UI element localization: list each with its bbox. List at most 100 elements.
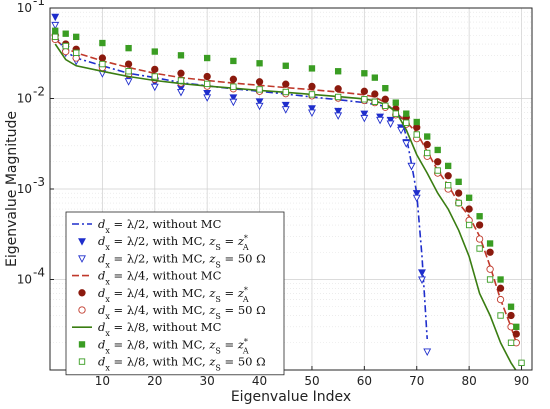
legend-label: dx = λ/4, with MC, zS = 50 Ω — [98, 303, 266, 321]
data-point — [230, 57, 237, 65]
data-point — [455, 199, 462, 207]
legend-marker-swatch — [78, 341, 86, 348]
x-tick-label: 30 — [200, 374, 215, 388]
data-point — [424, 149, 431, 157]
data-point — [151, 65, 159, 73]
data-point — [256, 60, 263, 67]
data-point — [255, 98, 264, 106]
series-3 — [51, 21, 432, 357]
data-point — [230, 83, 237, 90]
legend-label: dx = λ/2, with MC, zS = 50 Ω — [98, 251, 266, 269]
legend-marker-swatch — [78, 306, 86, 314]
data-point — [308, 91, 316, 98]
x-tick-label: 70 — [409, 374, 424, 388]
data-point — [518, 359, 525, 367]
data-point — [229, 98, 238, 107]
legend-entry: dx = λ/4, with MC, zS = z* A — [78, 285, 249, 303]
data-point — [371, 98, 378, 105]
y-tick-exponent: -2 — [33, 85, 45, 99]
data-point — [418, 269, 426, 277]
data-point — [496, 295, 505, 304]
data-point — [465, 205, 473, 213]
data-point — [475, 221, 484, 229]
data-point — [486, 265, 494, 273]
x-axis-label: Eigenvalue Index — [231, 389, 351, 405]
data-point — [256, 86, 263, 93]
data-point — [334, 107, 343, 116]
data-point — [177, 77, 185, 84]
data-point — [151, 48, 158, 55]
legend-label: dx = λ/2, with MC, zS = z* A — [98, 234, 249, 252]
data-point — [334, 85, 342, 93]
x-tick-label: 20 — [147, 374, 162, 388]
data-point — [334, 112, 343, 120]
data-point — [486, 248, 494, 256]
data-point — [99, 39, 106, 47]
data-point — [434, 167, 441, 174]
data-point — [282, 80, 290, 88]
legend-marker-swatch — [78, 238, 86, 246]
data-point — [51, 21, 60, 30]
data-point — [52, 33, 59, 41]
data-point — [361, 70, 368, 77]
series-1 — [54, 34, 428, 340]
legend-entry: dx = λ/4, with MC, zS = 50 Ω — [78, 303, 266, 321]
series-8 — [52, 27, 520, 330]
data-point — [73, 49, 80, 56]
data-point — [418, 276, 426, 284]
data-point — [386, 120, 395, 128]
y-tick-label: 10 — [17, 273, 32, 287]
data-point — [151, 73, 158, 80]
data-point — [507, 311, 515, 320]
x-tick-label: 90 — [514, 374, 529, 388]
data-point — [124, 60, 133, 68]
data-point — [376, 116, 385, 125]
data-point — [392, 99, 399, 106]
data-point — [203, 89, 212, 98]
legend-label: dx = λ/2, without MC — [98, 217, 222, 235]
data-point — [98, 54, 107, 62]
data-point — [361, 96, 368, 103]
data-point — [455, 178, 462, 186]
data-point — [382, 102, 389, 109]
data-point — [360, 114, 369, 123]
data-point — [496, 284, 505, 292]
data-point — [371, 74, 378, 81]
legend-label: dx = λ/4, without MC — [98, 269, 222, 287]
data-point — [412, 194, 421, 203]
data-point — [507, 303, 515, 310]
series-5 — [51, 31, 520, 338]
series-line — [54, 34, 428, 340]
data-point — [255, 78, 264, 86]
data-point — [445, 162, 452, 170]
data-point — [476, 213, 483, 220]
y-tick-label: 10 — [17, 1, 32, 15]
data-point — [125, 44, 132, 52]
data-point — [308, 109, 316, 118]
legend-entry: dx = λ/2, with MC, zS = z* A — [78, 234, 249, 252]
data-point — [308, 65, 316, 72]
data-point — [62, 47, 70, 56]
legend-marker-swatch — [78, 255, 86, 263]
data-point — [497, 312, 504, 319]
data-point — [203, 72, 211, 81]
data-point — [434, 146, 441, 154]
y-tick-exponent: -1 — [33, 0, 45, 8]
data-point — [424, 133, 431, 140]
data-point — [282, 62, 289, 69]
data-point — [204, 80, 211, 88]
data-point — [386, 116, 395, 125]
data-point — [403, 119, 410, 126]
y-axis-label: Eigenvalue Magnitude — [4, 111, 20, 267]
data-point — [444, 172, 452, 180]
data-point — [334, 93, 342, 101]
data-point — [255, 102, 264, 111]
data-point — [229, 75, 238, 83]
data-point — [423, 140, 431, 149]
data-point — [177, 52, 185, 59]
data-point — [73, 33, 80, 41]
data-point — [125, 68, 132, 75]
data-point — [62, 42, 69, 50]
data-point — [407, 162, 416, 171]
